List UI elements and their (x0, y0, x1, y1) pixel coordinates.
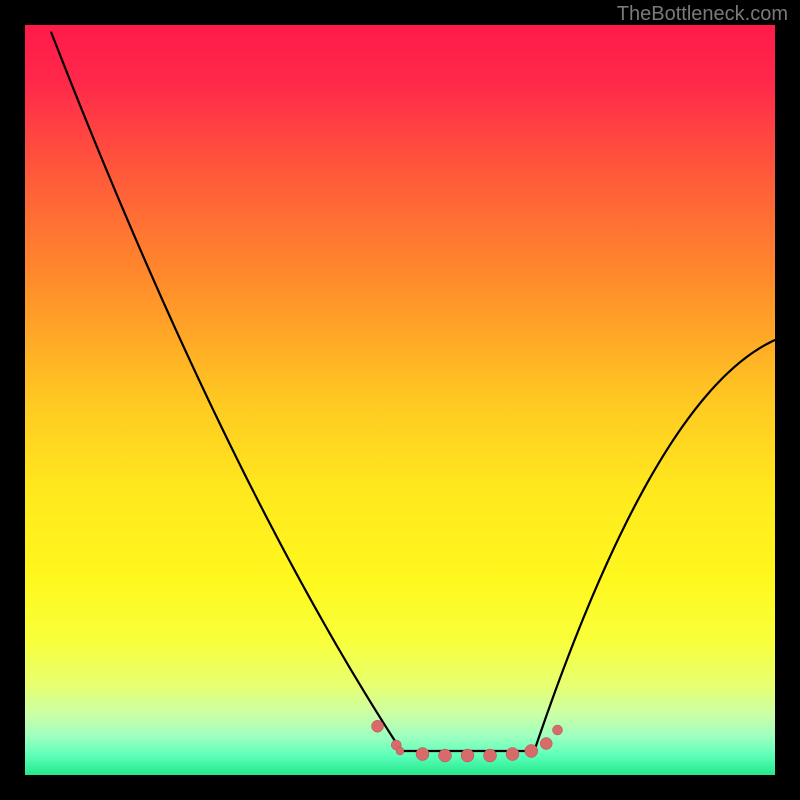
watermark-text: TheBottleneck.com (617, 3, 788, 25)
marker-point (372, 720, 384, 732)
marker-point (484, 749, 497, 762)
marker-point (439, 749, 452, 762)
marker-point (553, 725, 563, 735)
marker-point (396, 747, 404, 755)
marker-point (416, 748, 429, 761)
marker-point (540, 738, 552, 750)
marker-point (506, 748, 519, 761)
marker-point (461, 749, 474, 762)
chart-root: TheBottleneck.com (0, 0, 800, 800)
plot-gradient-background (25, 25, 775, 775)
marker-point (525, 745, 538, 758)
bottleneck-chart: TheBottleneck.com (0, 0, 800, 800)
